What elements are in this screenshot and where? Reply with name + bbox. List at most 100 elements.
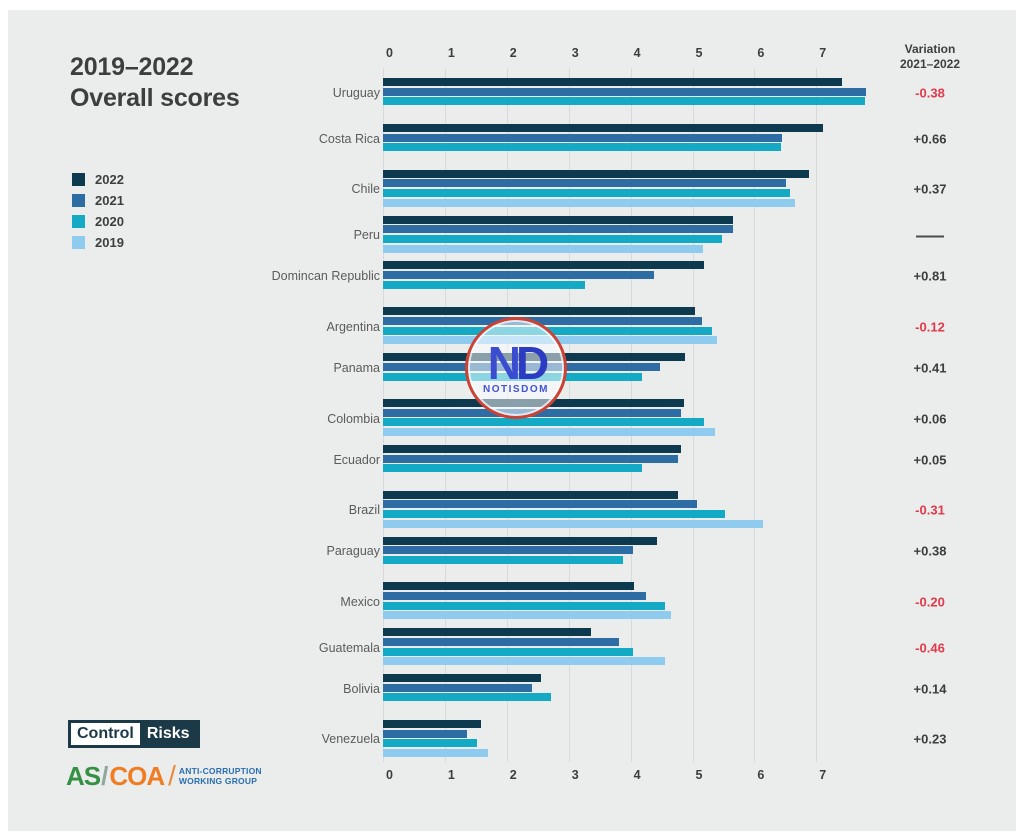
axis-tick-bottom-7: 7 <box>819 768 827 782</box>
variation-value: +0.41 <box>913 360 947 376</box>
bar-2019 <box>383 749 489 757</box>
chart-title: 2019–2022 Overall scores <box>70 52 240 114</box>
legend: 2022 2021 2020 2019 <box>72 169 124 253</box>
axis-tick-bottom-6: 6 <box>757 768 765 782</box>
bar-2019 <box>383 428 715 437</box>
bar-2021 <box>383 316 703 325</box>
bar-2022 <box>383 215 734 224</box>
legend-label-2019: 2019 <box>95 235 124 250</box>
bar-2022 <box>383 78 843 86</box>
bar-2021 <box>383 546 634 555</box>
bar-2022 <box>383 123 824 132</box>
country-label: Chile <box>351 182 381 197</box>
control-risks-logo-risks: Risks <box>146 725 190 742</box>
bar-2022 <box>383 261 705 270</box>
legend-swatch-2021 <box>72 194 85 207</box>
bar-2022 <box>383 536 657 545</box>
axis-tick-bottom-0: 0 <box>386 768 393 782</box>
country-label: Brazil <box>348 503 380 518</box>
bar-2021 <box>383 87 866 96</box>
watermark-name: NOTISDOM <box>483 384 549 395</box>
axis-tick-bottom-2: 2 <box>509 768 517 782</box>
variation-header-line1: Variation <box>904 42 956 56</box>
no-variation-dash <box>916 235 944 238</box>
bar-2020 <box>383 510 725 519</box>
bar-2021 <box>383 179 786 188</box>
gridline-5 <box>692 68 694 762</box>
country-label: Mexico <box>340 594 380 609</box>
bar-2020 <box>383 555 624 564</box>
bar-2020 <box>383 143 782 152</box>
legend-item-2021: 2021 <box>72 190 124 211</box>
anti-corruption-working-group-label: ANTI-CORRUPTION WORKING GROUP <box>178 766 262 786</box>
axis-tick-top-4: 4 <box>633 46 641 60</box>
axis-tick-top-7: 7 <box>819 46 827 60</box>
variation-value: +0.23 <box>913 731 947 747</box>
nd-logo-icon: ND <box>487 337 550 389</box>
ascoa-logo: AS / COA / ANTI-CORRUPTION WORKING GROUP <box>66 760 262 792</box>
variation-value: +0.38 <box>913 543 947 559</box>
bar-2020 <box>383 601 665 610</box>
control-risks-logo-control: Control <box>71 723 140 745</box>
legend-swatch-2020 <box>72 215 85 228</box>
variation-column-header: Variation 2021–2022 <box>875 42 985 72</box>
bar-2022 <box>383 490 678 499</box>
variation-value: +0.81 <box>913 268 947 284</box>
legend-swatch-2019 <box>72 236 85 249</box>
axis-tick-bottom-5: 5 <box>695 768 703 782</box>
country-label: Guatemala <box>318 640 380 655</box>
bar-2021 <box>383 225 734 234</box>
ascoa-logo-as: AS <box>66 760 101 791</box>
axis-tick-bottom-1: 1 <box>447 768 455 782</box>
bar-2020 <box>383 693 551 702</box>
bar-2021 <box>383 592 647 601</box>
bar-2022 <box>383 628 591 637</box>
country-label: Uruguay <box>332 85 380 100</box>
bar-2021 <box>383 729 467 738</box>
legend-label-2022: 2022 <box>95 172 124 187</box>
axis-tick-top-6: 6 <box>757 46 765 60</box>
bar-2022 <box>383 674 541 683</box>
bar-2021 <box>383 271 655 280</box>
bar-2020 <box>383 280 585 289</box>
bar-2022 <box>383 444 682 453</box>
anti-corruption-slash: / <box>168 760 176 791</box>
country-label: Paraguay <box>326 544 380 559</box>
variation-header-line2: 2021–2022 <box>899 57 961 71</box>
gridline-7 <box>816 68 818 762</box>
variation-value: +0.05 <box>913 452 947 467</box>
variation-value: +0.14 <box>913 681 947 697</box>
bar-2022 <box>383 169 809 178</box>
country-label: Argentina <box>326 319 380 334</box>
bar-2020 <box>383 97 865 106</box>
gridline-6 <box>754 68 756 762</box>
bar-2019 <box>383 244 704 253</box>
country-label: Domincan Republic <box>271 269 380 284</box>
bar-2019 <box>383 657 665 666</box>
variation-value: -0.38 <box>915 85 945 101</box>
axis-tick-top-2: 2 <box>509 46 517 60</box>
legend-swatch-2022 <box>72 173 85 186</box>
country-label: Venezuela <box>321 732 380 747</box>
bar-2019 <box>383 611 671 620</box>
legend-item-2019: 2019 <box>72 232 124 253</box>
variation-value: +0.66 <box>913 131 947 147</box>
bar-2019 <box>383 519 764 528</box>
legend-item-2022: 2022 <box>72 169 124 190</box>
ascoa-logo-slash: / <box>101 760 109 791</box>
variation-value <box>875 228 985 243</box>
bar-2020 <box>383 189 790 198</box>
country-label: Panama <box>333 360 380 375</box>
ascoa-logo-coa: COA <box>109 760 165 791</box>
bar-2022 <box>383 582 634 591</box>
control-risks-logo: Control Risks <box>68 720 200 748</box>
axis-tick-bottom-3: 3 <box>571 768 579 782</box>
bar-2019 <box>383 198 796 207</box>
bar-2020 <box>383 234 722 243</box>
country-label: Ecuador <box>333 452 380 467</box>
bar-2020 <box>383 739 478 748</box>
bar-2020 <box>383 418 704 427</box>
variation-value: +0.37 <box>913 181 947 197</box>
legend-item-2020: 2020 <box>72 211 124 232</box>
